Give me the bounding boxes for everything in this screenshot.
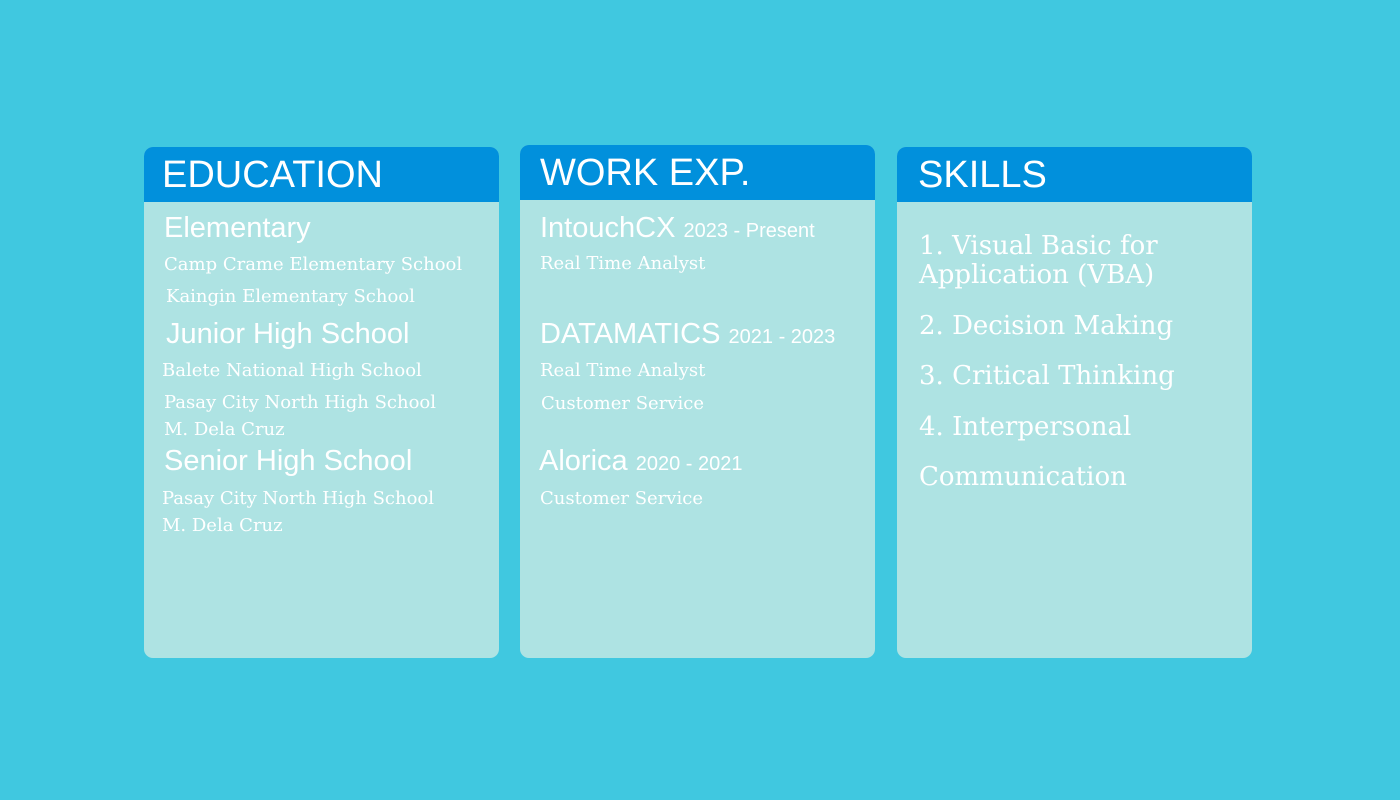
skill-item: 3. Critical Thinking [919, 361, 1175, 391]
junior-high-heading: Junior High School [166, 318, 410, 350]
skill-item: Application (VBA) [919, 260, 1155, 290]
school-item: Pasay City North High School [164, 392, 437, 413]
job-role: Customer Service [540, 488, 703, 509]
job-role: Real Time Analyst [540, 360, 706, 381]
job-role: Customer Service [541, 393, 704, 414]
skill-item: 1. Visual Basic for [919, 231, 1158, 261]
school-item: Camp Crame Elementary School [164, 254, 463, 275]
job-heading: IntouchCX 2023 - Present [540, 211, 815, 248]
job-dates: 2020 - 2021 [635, 453, 743, 475]
work-header: WORK EXP. [520, 145, 875, 200]
school-item: Balete National High School [162, 360, 422, 381]
job-company: IntouchCX [540, 212, 676, 244]
job-heading: DATAMATICS 2021 - 2023 [540, 317, 835, 354]
skills-card: SKILLS 1. Visual Basic for Application (… [897, 147, 1252, 658]
senior-high-heading: Senior High School [164, 445, 413, 477]
school-item: M. Dela Cruz [162, 515, 283, 536]
skill-item: 2. Decision Making [919, 311, 1174, 341]
job-company: DATAMATICS [540, 318, 721, 350]
education-header: EDUCATION [144, 147, 499, 202]
skills-header: SKILLS [897, 147, 1252, 202]
work-card: WORK EXP. IntouchCX 2023 - Present Real … [520, 145, 875, 658]
school-item: Kaingin Elementary School [166, 286, 415, 307]
job-dates: 2021 - 2023 [728, 326, 836, 348]
school-item: M. Dela Cruz [164, 419, 285, 440]
skill-item: Communication [919, 462, 1127, 492]
education-title: EDUCATION [162, 154, 383, 196]
job-role: Real Time Analyst [540, 253, 706, 274]
job-company: Alorica [539, 445, 628, 477]
work-title: WORK EXP. [540, 152, 751, 194]
skills-title: SKILLS [918, 154, 1047, 196]
education-card: EDUCATION Elementary Camp Crame Elementa… [144, 147, 499, 658]
school-item: Pasay City North High School [162, 488, 435, 509]
skill-item: 4. Interpersonal [919, 412, 1132, 442]
job-heading: Alorica 2020 - 2021 [539, 444, 742, 481]
elementary-heading: Elementary [164, 212, 311, 244]
job-dates: 2023 - Present [683, 220, 815, 242]
